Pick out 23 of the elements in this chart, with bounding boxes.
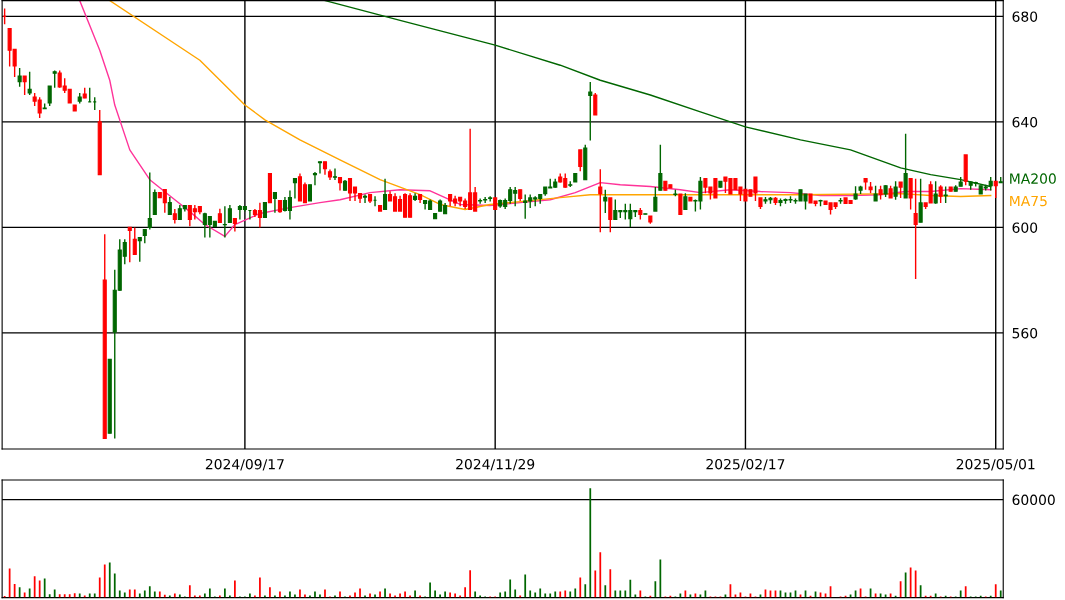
candlestick (678, 193, 683, 216)
y-tick-label: 560 (1012, 327, 1038, 339)
candlestick (523, 193, 528, 220)
candlestick (433, 212, 438, 220)
x-tick-label: 2025/05/01 (956, 458, 1035, 471)
y-tick-label: 60000 (1012, 494, 1055, 506)
candlestick (913, 177, 918, 280)
candlestick (17, 67, 22, 88)
x-tick-label: 2024/11/29 (456, 458, 535, 471)
y-tick-label: 680 (1012, 11, 1038, 22)
candlestick (658, 144, 663, 191)
candlestick (107, 358, 112, 434)
candlestick (918, 177, 923, 223)
y-tick-label: 640 (1012, 116, 1038, 128)
series-label: MA75 (1010, 195, 1047, 207)
candlestick (893, 180, 898, 201)
y-tick-label: 600 (1012, 222, 1038, 233)
candlestick (307, 184, 313, 202)
candlestick (908, 177, 913, 211)
series-label: MA200 (1010, 173, 1056, 184)
x-tick-label: 2024/09/17 (205, 458, 284, 471)
candlestick (493, 197, 498, 211)
x-tick-label: 2025/02/17 (706, 458, 785, 471)
